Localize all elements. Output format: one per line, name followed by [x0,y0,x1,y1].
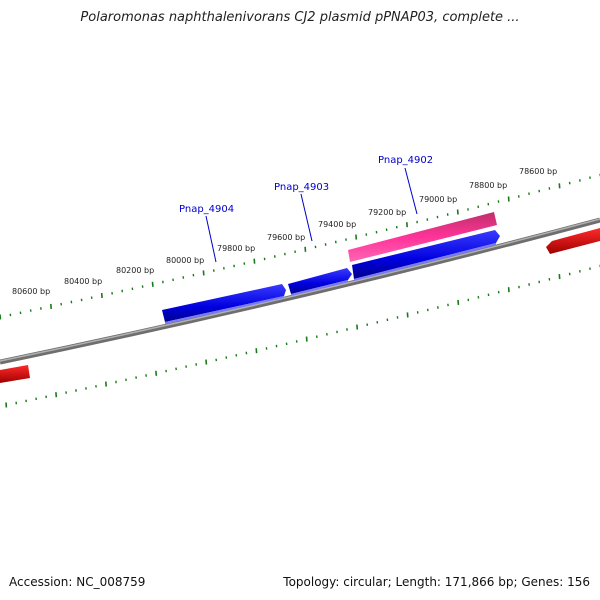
plasmid-backbone-highlight [0,218,600,362]
scale-label-80000: 80000 bp [166,256,204,265]
scale-label-79600: 79600 bp [267,233,305,242]
scale-label-80600: 80600 bp [12,287,50,296]
scale-label-79000: 79000 bp [419,195,457,204]
map-summary-text: Topology: circular; Length: 171,866 bp; … [283,575,590,589]
outer-scale-ticks [0,173,600,320]
scale-label-79400: 79400 bp [318,220,356,229]
gene-label-pnap-4902[interactable]: Pnap_4902 [378,155,433,166]
scale-label-80400: 80400 bp [64,277,102,286]
gene-label-pnap-4904[interactable]: Pnap_4904 [179,204,234,215]
scale-label-79200: 79200 bp [368,208,406,217]
scale-label-80200: 80200 bp [116,266,154,275]
plasmid-backbone [0,217,600,365]
gene-red-right[interactable] [546,228,600,254]
scale-label-78800: 78800 bp [469,181,507,190]
gene-red-left[interactable] [0,365,30,383]
leader-pnap-4902 [404,167,418,215]
gene-pnap-4903[interactable] [288,268,352,296]
leader-pnap-4904 [205,215,217,263]
gene-label-pnap-4903[interactable]: Pnap_4903 [274,182,329,193]
accession-text: Accession: NC_008759 [9,575,146,589]
map-title: Polaromonas naphthalenivorans CJ2 plasmi… [80,10,520,25]
gene-pnap-4902[interactable] [348,212,497,262]
gene-pnap-4902-blue[interactable] [352,230,500,281]
scale-label-78600: 78600 bp [519,167,557,176]
leader-pnap-4903 [300,193,313,242]
gene-pnap-4904[interactable] [162,284,286,324]
scale-label-79800: 79800 bp [217,244,255,253]
inner-scale-ticks [5,264,600,408]
